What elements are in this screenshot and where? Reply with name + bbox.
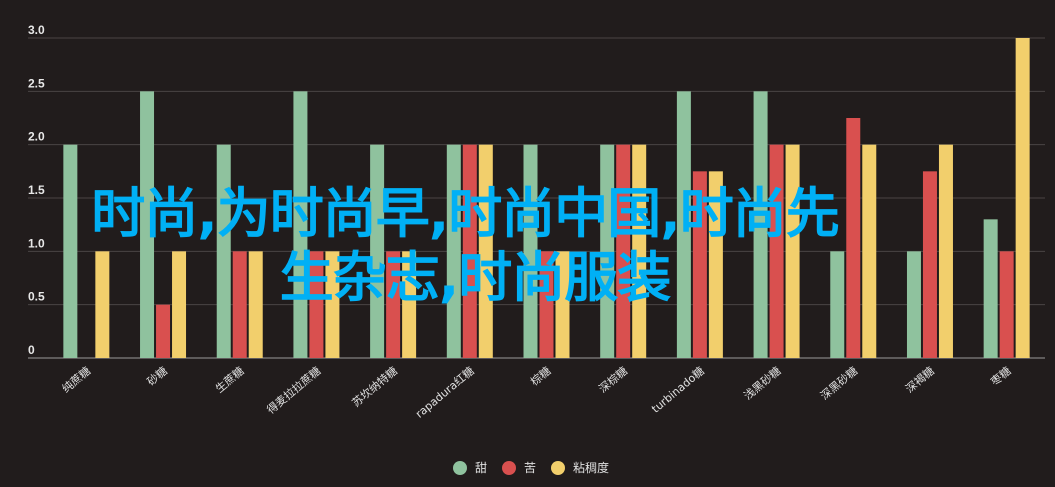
x-tick-label: turbinado糖 — [649, 364, 707, 416]
legend-swatch[interactable] — [551, 461, 565, 475]
bar[interactable] — [708, 171, 723, 358]
legend-label[interactable]: 粘稠度 — [573, 460, 609, 475]
bar[interactable] — [63, 144, 78, 358]
bar[interactable] — [478, 144, 493, 358]
y-tick-label: 2.5 — [28, 76, 45, 90]
x-axis-ticks: 纯蔗糖 砂糖 生蔗糖 得麦拉拉蔗糖 苏坎纳特糖 rapadura红糖 棕糖 深棕糖 turbin… — [59, 364, 1014, 421]
x-tick-label: 深褐糖 — [903, 364, 937, 396]
x-tick-label: 棕糖 — [528, 364, 554, 389]
x-tick-label: 苏坎纳特糖 — [349, 364, 400, 410]
bar[interactable] — [555, 251, 570, 358]
bar[interactable] — [846, 118, 861, 358]
bar[interactable] — [616, 144, 631, 358]
bar[interactable] — [309, 251, 324, 358]
legend-label[interactable]: 苦 — [524, 461, 536, 475]
x-tick-label: 枣糖 — [988, 364, 1014, 389]
bar[interactable] — [692, 171, 707, 358]
bar[interactable] — [785, 144, 800, 358]
bar[interactable] — [906, 251, 921, 358]
bar[interactable] — [523, 144, 538, 358]
y-tick-label: 3.0 — [28, 23, 45, 37]
bar[interactable] — [172, 251, 187, 358]
bar[interactable] — [446, 144, 461, 358]
bars — [63, 38, 1030, 358]
bar[interactable] — [830, 251, 845, 358]
bar[interactable] — [140, 91, 155, 358]
x-tick-label: 浅黑砂糖 — [741, 364, 784, 403]
bar[interactable] — [325, 251, 340, 358]
bar[interactable] — [676, 91, 691, 358]
bar[interactable] — [386, 251, 401, 358]
bar[interactable] — [462, 144, 477, 358]
x-tick-label: 纯蔗糖 — [59, 364, 93, 396]
bar[interactable] — [983, 219, 998, 358]
y-tick-label: 2.0 — [28, 130, 45, 144]
bar[interactable] — [370, 144, 385, 358]
legend-label[interactable]: 甜 — [475, 461, 487, 475]
x-tick-label: 深黑砂糖 — [817, 364, 860, 403]
bar[interactable] — [862, 144, 877, 358]
bar[interactable] — [632, 144, 647, 358]
bar[interactable] — [999, 251, 1014, 358]
x-tick-label: rapadura红糖 — [412, 364, 476, 421]
y-tick-label: 1.5 — [28, 183, 45, 197]
y-axis-ticks: 0 0.5 1.0 1.5 2.0 2.5 3.0 — [28, 23, 45, 357]
y-tick-label: 1.0 — [28, 236, 45, 250]
bar[interactable] — [539, 251, 554, 358]
legend-swatch[interactable] — [502, 461, 516, 475]
bar[interactable] — [232, 251, 247, 358]
legend-swatch[interactable] — [453, 461, 467, 475]
x-tick-label: 得麦拉拉蔗糖 — [264, 364, 324, 417]
bar[interactable] — [600, 144, 615, 358]
bar[interactable] — [156, 304, 171, 358]
y-tick-label: 0.5 — [28, 290, 45, 304]
bar[interactable] — [293, 91, 308, 358]
bar[interactable] — [769, 144, 784, 358]
x-tick-label: 深棕糖 — [596, 364, 630, 396]
bar[interactable] — [753, 91, 768, 358]
bar[interactable] — [922, 171, 937, 358]
bar[interactable] — [95, 251, 110, 358]
bar[interactable] — [938, 144, 953, 358]
bar[interactable] — [1015, 38, 1030, 358]
bar[interactable] — [402, 251, 417, 358]
y-tick-label: 0 — [28, 343, 35, 357]
x-tick-label: 砂糖 — [144, 364, 170, 389]
bar[interactable] — [248, 251, 263, 358]
x-tick-label: 生蔗糖 — [212, 364, 246, 396]
bar[interactable] — [216, 144, 231, 358]
legend: 甜 苦 粘稠度 — [453, 460, 609, 475]
